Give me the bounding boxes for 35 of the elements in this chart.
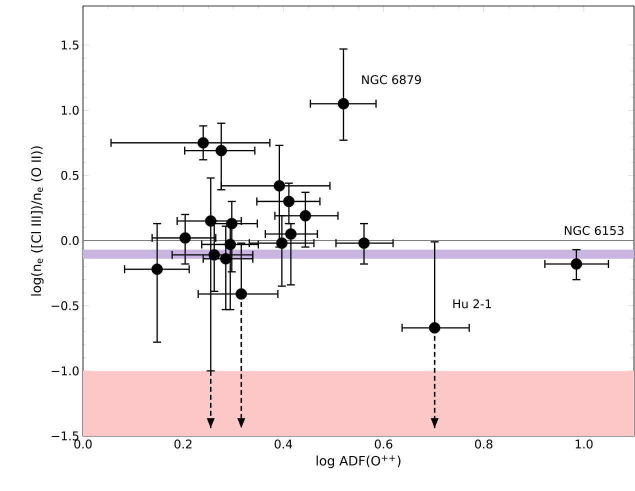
y-tick-label: 1.0 (62, 106, 79, 115)
point (198, 137, 209, 149)
point (338, 98, 350, 110)
annotation: NGC 6879 (362, 75, 421, 84)
ref-line-label: NGC 6153 (564, 226, 624, 236)
point (283, 196, 295, 208)
x-tick-label: 0.0 (74, 440, 92, 449)
y-tick-label: 1.5 (62, 40, 78, 50)
x-tick-label: 0.2 (174, 440, 192, 449)
x-tick-label: 0.8 (475, 440, 492, 449)
point (276, 237, 288, 249)
y-tick-label: 0.5 (61, 170, 78, 180)
point (151, 264, 163, 275)
y-tick-label: −0.5 (52, 301, 78, 310)
annotation: Hu 2-1 (453, 299, 491, 308)
y-tick-label: −1.5 (52, 432, 78, 440)
point (300, 210, 312, 222)
point (216, 144, 227, 156)
point (358, 237, 370, 249)
y-tick-label: −1.0 (52, 366, 79, 376)
point (428, 322, 440, 334)
point (208, 249, 220, 261)
x-tick-label: 0.4 (274, 440, 292, 449)
x-tick-label: 0.6 (374, 440, 392, 449)
point (179, 232, 191, 244)
point (236, 288, 247, 300)
point (224, 238, 236, 250)
point (570, 258, 582, 270)
x-axis-title: log ADF(O$^{++}$) (316, 455, 400, 468)
point (285, 228, 297, 240)
y-axis-title: log(n$_{e}$ ([Cl III])/n$_{e}$ (O II)) (31, 146, 44, 296)
point (274, 180, 286, 192)
x-tick-label: 1.0 (576, 440, 593, 449)
y-tick-label: 0.0 (61, 236, 79, 246)
point (220, 253, 232, 264)
